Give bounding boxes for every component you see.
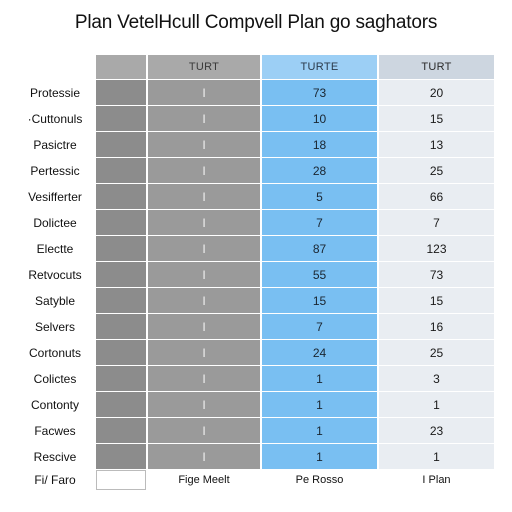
row-value-1[interactable]: 1 bbox=[262, 392, 377, 417]
row-swatch bbox=[96, 80, 146, 105]
row-swatch bbox=[96, 106, 146, 131]
row-label: Colictes bbox=[16, 366, 94, 391]
row-swatch bbox=[96, 340, 146, 365]
row-value-2[interactable]: 73 bbox=[379, 262, 494, 287]
row-swatch bbox=[96, 262, 146, 287]
row-swatch bbox=[96, 418, 146, 443]
row-value-2[interactable]: 23 bbox=[379, 418, 494, 443]
row-label: Selvers bbox=[16, 314, 94, 339]
row-label: Pertessic bbox=[16, 158, 94, 183]
row-label: Protessie bbox=[16, 80, 94, 105]
row-swatch bbox=[96, 132, 146, 157]
row-marker[interactable]: I bbox=[148, 392, 260, 417]
header-blank bbox=[96, 55, 146, 79]
page-title: Plan VetelHcull Compvell Plan go saghato… bbox=[74, 12, 438, 33]
row-marker[interactable]: I bbox=[148, 210, 260, 235]
row-marker[interactable]: I bbox=[148, 80, 260, 105]
row-swatch bbox=[96, 444, 146, 469]
header-blank bbox=[16, 55, 94, 79]
row-swatch bbox=[96, 236, 146, 261]
row-marker[interactable]: I bbox=[148, 262, 260, 287]
footer-cell-2: Fige Meelt bbox=[148, 470, 260, 490]
row-label: Vesifferter bbox=[16, 184, 94, 209]
row-value-1[interactable]: 1 bbox=[262, 444, 377, 469]
row-value-1[interactable]: 1 bbox=[262, 366, 377, 391]
footer-cell-3: Pe Rosso bbox=[262, 470, 377, 490]
row-label: Pasictre bbox=[16, 132, 94, 157]
row-value-2[interactable]: 25 bbox=[379, 158, 494, 183]
row-label: Facwes bbox=[16, 418, 94, 443]
footer-input[interactable] bbox=[96, 470, 146, 490]
row-value-2[interactable]: 15 bbox=[379, 106, 494, 131]
row-marker[interactable]: I bbox=[148, 340, 260, 365]
column-header-3[interactable]: TURT bbox=[379, 55, 494, 79]
row-label: Satyble bbox=[16, 288, 94, 313]
row-label: Contonty bbox=[16, 392, 94, 417]
row-marker[interactable]: I bbox=[148, 314, 260, 339]
column-header-1[interactable]: TURT bbox=[148, 55, 260, 79]
row-marker[interactable]: I bbox=[148, 158, 260, 183]
row-value-2[interactable]: 16 bbox=[379, 314, 494, 339]
row-value-2[interactable]: 1 bbox=[379, 392, 494, 417]
row-label: Cortonuts bbox=[16, 340, 94, 365]
row-value-1[interactable]: 28 bbox=[262, 158, 377, 183]
row-label: Rescive bbox=[16, 444, 94, 469]
row-value-2[interactable]: 25 bbox=[379, 340, 494, 365]
row-swatch bbox=[96, 366, 146, 391]
row-value-1[interactable]: 73 bbox=[262, 80, 377, 105]
row-value-2[interactable]: 15 bbox=[379, 288, 494, 313]
row-value-2[interactable]: 66 bbox=[379, 184, 494, 209]
row-value-1[interactable]: 7 bbox=[262, 210, 377, 235]
row-value-2[interactable]: 1 bbox=[379, 444, 494, 469]
row-marker[interactable]: I bbox=[148, 236, 260, 261]
row-value-2[interactable]: 7 bbox=[379, 210, 494, 235]
row-swatch bbox=[96, 392, 146, 417]
row-marker[interactable]: I bbox=[148, 366, 260, 391]
row-swatch bbox=[96, 210, 146, 235]
row-value-1[interactable]: 24 bbox=[262, 340, 377, 365]
row-value-2[interactable]: 3 bbox=[379, 366, 494, 391]
row-value-1[interactable]: 87 bbox=[262, 236, 377, 261]
row-value-1[interactable]: 1 bbox=[262, 418, 377, 443]
row-marker[interactable]: I bbox=[148, 132, 260, 157]
row-value-1[interactable]: 15 bbox=[262, 288, 377, 313]
row-value-2[interactable]: 20 bbox=[379, 80, 494, 105]
row-label: ·Cuttonuls bbox=[16, 106, 94, 131]
row-label: Electte bbox=[16, 236, 94, 261]
row-value-1[interactable]: 7 bbox=[262, 314, 377, 339]
row-marker[interactable]: I bbox=[148, 444, 260, 469]
footer-label: Fi/ Faro bbox=[16, 470, 94, 490]
row-swatch bbox=[96, 184, 146, 209]
row-value-2[interactable]: 13 bbox=[379, 132, 494, 157]
footer-cell-4: I Plan bbox=[379, 470, 494, 490]
row-label: Retvocuts bbox=[16, 262, 94, 287]
row-value-1[interactable]: 55 bbox=[262, 262, 377, 287]
row-value-2[interactable]: 123 bbox=[379, 236, 494, 261]
row-label: Dolictee bbox=[16, 210, 94, 235]
row-marker[interactable]: I bbox=[148, 418, 260, 443]
row-marker[interactable]: I bbox=[148, 288, 260, 313]
data-table: TURT TURTE TURT Protessie I 73 20 ·Cuttonuls… bbox=[16, 55, 494, 490]
row-swatch bbox=[96, 158, 146, 183]
row-value-1[interactable]: 5 bbox=[262, 184, 377, 209]
row-value-1[interactable]: 10 bbox=[262, 106, 377, 131]
row-marker[interactable]: I bbox=[148, 184, 260, 209]
row-swatch bbox=[96, 314, 146, 339]
column-header-2[interactable]: TURTE bbox=[262, 55, 377, 79]
row-value-1[interactable]: 18 bbox=[262, 132, 377, 157]
row-swatch bbox=[96, 288, 146, 313]
row-marker[interactable]: I bbox=[148, 106, 260, 131]
